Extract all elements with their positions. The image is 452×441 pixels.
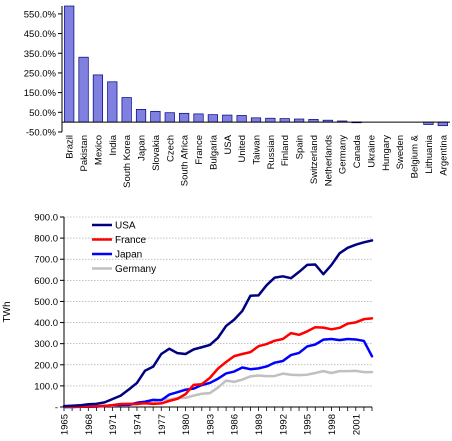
line-y-tick-label: 100.0 [34,381,58,392]
bar-category-label: Taiwan [252,135,263,165]
line-x-tick-label: 1995 [303,414,314,435]
line-x-tick-label: 1971 [108,414,119,435]
bar-category-label: Bulgaria [208,134,219,170]
bar-category-label: USA [223,134,234,154]
bar [279,118,290,123]
line-x-tick-label: 1980 [181,414,192,435]
legend-label: USA [115,221,136,232]
bar [164,112,175,123]
line-x-tick-label: 1989 [254,414,265,435]
bar-y-tick-label: -50.0% [26,128,57,139]
bar-category-label: Ukraine [366,135,377,168]
line-x-tick-label: 1998 [327,414,338,435]
bar [437,121,448,127]
line-y-axis-label: TWh [2,301,13,322]
line-x-tick-label: 1974 [132,414,143,435]
bar-category-label: Argentina [438,134,449,175]
line-y-tick-label: 500.0 [34,297,58,308]
bar [135,109,147,123]
bar-category-label: Hungary [381,135,392,171]
legend-label: Japan [115,250,142,261]
line-x-tick-label: 1965 [60,414,71,435]
bar-chart: -50.0% 50.0% 150.0% 250.0% 350.0% 450.0% 550.0… [24,5,450,188]
bar [193,113,204,123]
bar-category-label: South Africa [180,134,191,186]
bar [236,115,247,123]
bar-y-tick-label: 50.0% [29,108,56,119]
bar [150,110,161,123]
bar-category-label: France [194,135,205,165]
line-y-tick-label: 800.0 [34,234,58,245]
line-x-tick-label: 1983 [205,414,216,435]
bar-category-label: Switzerland [309,135,320,184]
bar [64,5,75,123]
legend-label: France [115,235,147,246]
bar-category-label: Czech [165,135,176,162]
bar-category-label: Brazil [65,135,76,159]
bar [107,81,118,123]
bar-category-label: Canada [352,134,363,168]
bar-category-label: Germany [338,135,349,174]
line-x-tick-label: 1968 [84,414,95,435]
line-legend: USA France Japan Germany [92,221,156,275]
line-x-tick-label: 1986 [230,414,241,435]
series-line [62,317,374,409]
bar-category-label: Spain [295,135,306,159]
bar-category-label: Slovakia [151,134,162,171]
bar [207,114,218,123]
bar [250,117,262,123]
bar-category-label: Japan [137,135,148,161]
line-y-tick-label: 200.0 [34,360,58,371]
line-y-tick-label: - [55,403,58,414]
bar [265,117,276,123]
line-x-tick-label: 2001 [351,414,362,435]
line-x-tick-label: 1992 [278,414,289,435]
legend-label: Germany [115,264,156,275]
line-y-tick-label: 700.0 [34,255,58,266]
bar-category-label: Netherlands [323,135,334,186]
bar-category-label: Mexico [93,135,104,165]
bar-y-tick-label: 550.0% [24,9,57,20]
bar-category-label: Pakistan [79,135,90,171]
bar-category-label: Russian [266,135,277,169]
bar-category-label: Belgium & [410,134,421,178]
bar [121,97,132,123]
bar-category-label: South Korea [122,134,133,188]
bar-y-tick-label: 150.0% [24,88,57,99]
bar [78,56,89,123]
line-y-tick-label: 300.0 [34,339,58,350]
line-y-tick-label: 900.0 [34,213,58,224]
line-x-tick-label: 1977 [157,414,168,435]
bar [179,112,190,123]
bar-category-label: Lithuania [424,134,435,173]
bar-category-label: India [108,134,119,155]
bar-category-label: Finland [280,135,291,166]
series-line [62,239,374,408]
bar-y-tick-label: 450.0% [24,29,57,40]
bar [222,114,233,123]
bar [92,74,104,123]
line-y-tick-label: 400.0 [34,318,58,329]
bar-category-label: United [237,135,248,162]
line-y-tick-label: 600.0 [34,276,58,287]
bar-y-tick-label: 350.0% [24,49,57,60]
line-chart: - 100.0 200.0 300.0 400.0 500.0 600.0 700.0 800.… [2,213,374,435]
bar-category-label: Sweden [395,135,406,169]
bar-y-tick-label: 250.0% [24,68,57,79]
